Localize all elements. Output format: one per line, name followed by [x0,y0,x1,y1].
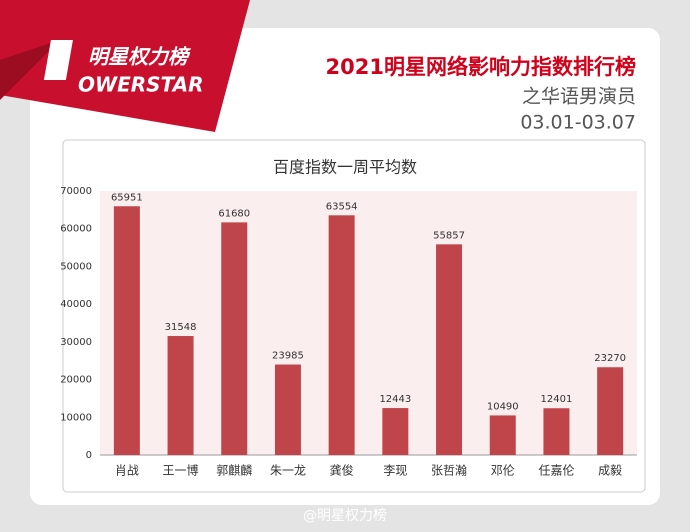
x-tick-label: 任嘉伦 [538,463,574,478]
bar [328,215,355,455]
bar [489,415,516,455]
y-tick-label: 40000 [60,299,92,310]
x-tick-label: 郭麒麟 [216,463,252,478]
logo-banner [0,0,250,132]
value-label: 23270 [594,353,626,364]
value-label: 61680 [218,208,250,219]
subtitle: 之华语男演员 [522,86,636,108]
x-tick-label: 李现 [383,463,407,478]
bar [167,336,194,455]
value-label: 55857 [433,230,465,241]
logo-icon [43,40,73,80]
y-tick-label: 60000 [60,224,92,235]
x-tick-label: 龚俊 [330,463,354,478]
value-label: 65951 [111,192,143,203]
x-tick-label: 邓伦 [491,463,515,478]
value-label: 10490 [487,401,519,412]
bar [113,206,140,455]
x-tick-label: 张哲瀚 [431,463,467,478]
logo-text: 明星权力榜 [88,45,191,69]
y-tick-label: 0 [86,450,92,461]
value-label: 12401 [541,394,573,405]
value-label: 23985 [272,351,304,362]
date: 03.01-03.07 [520,112,636,134]
y-tick-label: 10000 [60,412,92,423]
x-tick-label: 肖战 [115,464,139,478]
x-tick-label: 朱一龙 [270,464,306,478]
chart-title: 百度指数一周平均数 [273,158,417,177]
bar [597,367,624,455]
value-label: 63554 [326,201,358,212]
logo-shade [0,40,60,100]
bar [221,222,248,455]
y-tick-label: 20000 [60,375,92,386]
value-label: 31548 [165,322,197,333]
bar [382,408,409,455]
y-tick-label: 70000 [60,186,92,197]
x-tick-label: 王一博 [163,463,199,478]
value-label: 12443 [379,394,411,405]
y-tick-label: 30000 [60,337,92,348]
bar [274,364,301,455]
watermark: @明星权力榜 [303,507,387,524]
title: 2021明星网络影响力指数排行榜 [326,55,636,79]
bar [543,408,570,455]
bar [436,244,463,455]
x-tick-label: 成毅 [598,463,622,478]
logo-sub: OWERSTAR [78,73,204,97]
y-tick-label: 50000 [60,261,92,272]
